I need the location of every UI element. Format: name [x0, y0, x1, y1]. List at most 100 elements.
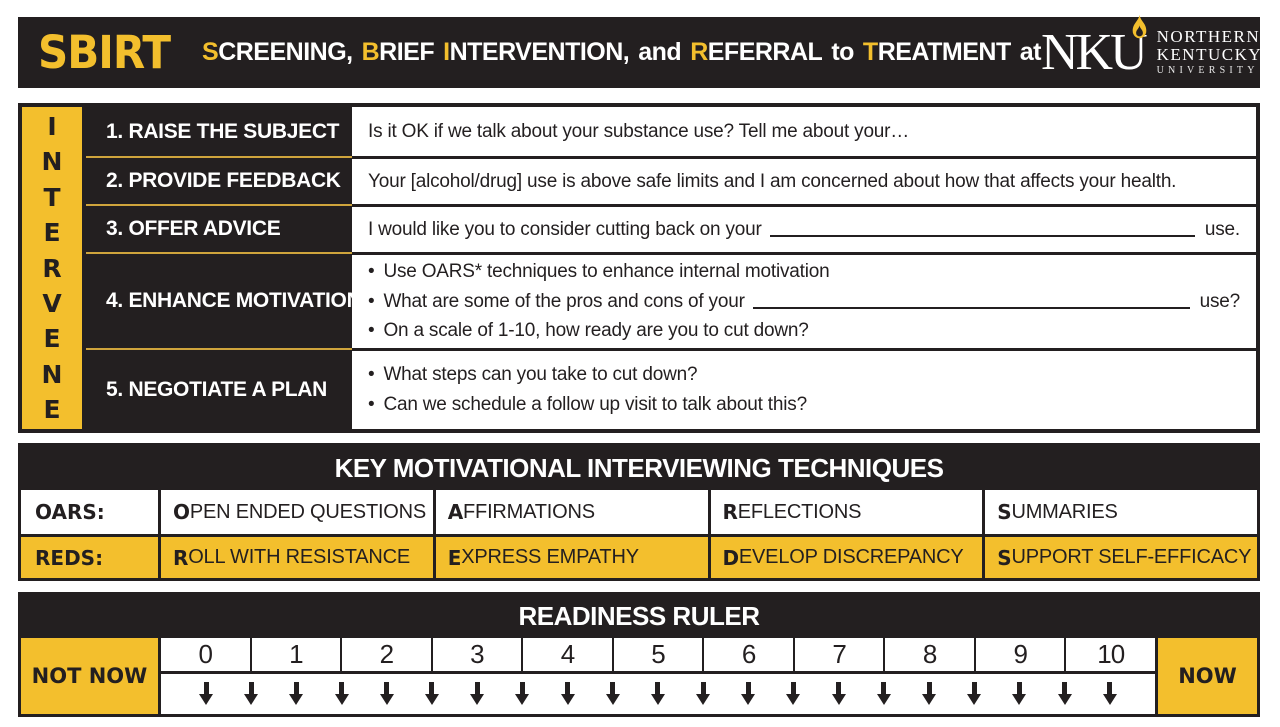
bullet-icon: • — [368, 394, 375, 415]
bullet-line: • What are some of the pros and cons of y… — [368, 290, 1240, 312]
oars-row: OARS: O PEN ENDED QUESTIONS A FFIRMATIONS … — [21, 490, 1257, 534]
sbirt-wordmark: SBIRT — [38, 26, 171, 79]
down-arrow-icon — [379, 682, 394, 706]
ruler-number: 10 — [1064, 638, 1155, 671]
technique-cell: S UPPORT SELF-EFFICACY — [997, 545, 1252, 570]
flame-icon — [1132, 14, 1146, 38]
header-subtitle: SCREENING, BRIEF INTERVENTION, and REFER… — [202, 38, 1041, 67]
step-content: I would like you to consider cutting bac… — [352, 204, 1256, 252]
down-arrow-icon — [741, 682, 756, 706]
script-line: I would like you to consider cutting bac… — [368, 218, 1240, 240]
subtitle-part: TREATMENT — [862, 38, 1011, 66]
ruler-number: 2 — [340, 638, 431, 671]
technique-cell: S UMMARIES — [997, 500, 1118, 524]
down-arrow-icon — [605, 682, 620, 706]
step-label: 2. PROVIDE FEEDBACK — [86, 156, 352, 204]
bullet-line: • Can we schedule a follow up visit to ta… — [368, 394, 807, 415]
ruler-number: 5 — [611, 638, 703, 671]
ruler-body: NOT NOW 0 1 2 3 4 5 6 7 8 9 10 — [21, 638, 1257, 714]
subtitle-part: and — [638, 38, 682, 66]
down-arrow-icon — [470, 682, 485, 706]
ruler-number: 4 — [521, 638, 612, 671]
rail-letter: R — [42, 253, 62, 283]
down-arrow-icon — [515, 682, 530, 706]
down-arrow-icon — [786, 682, 801, 706]
rail-letter: E — [43, 218, 61, 248]
rail-letter: E — [43, 395, 61, 424]
subtitle-part: at — [1019, 38, 1042, 66]
bullet-icon: • — [368, 260, 375, 282]
technique-cell: D EVELOP DISCREPANCY — [711, 537, 986, 578]
down-arrow-icon — [876, 682, 891, 706]
step-row-enhance-motivation: 4. ENHANCE MOTIVATION • Use OARS* techniq… — [86, 252, 1256, 348]
step-row-provide-feedback: 2. PROVIDE FEEDBACK Your [alcohol/drug] … — [86, 156, 1256, 204]
ruler-title: READINESS RULER — [21, 595, 1257, 638]
not-now-label: NOT NOW — [21, 638, 158, 714]
subtitle-part: REFERRAL — [690, 38, 823, 66]
step-label: 1. RAISE THE SUBJECT — [86, 107, 352, 156]
ruler-number: 3 — [430, 638, 522, 671]
ruler-number: 1 — [249, 638, 341, 671]
down-arrow-icon — [1057, 682, 1072, 706]
now-label: NOW — [1158, 638, 1257, 714]
rail-letter: N — [41, 359, 63, 389]
down-arrow-icon — [334, 682, 349, 706]
bullet-icon: • — [368, 364, 375, 386]
bullet-line: • On a scale of 1-10, how ready are you t… — [368, 320, 809, 342]
ruler-number: 7 — [792, 638, 884, 671]
nku-line3: UNIVERSITY — [1156, 65, 1259, 77]
intervene-rows: 1. RAISE THE SUBJECT Is it OK if we talk… — [86, 107, 1256, 429]
step-row-offer-advice: 3. OFFER ADVICE I would like you to cons… — [86, 204, 1256, 252]
technique-cell: O PEN ENDED QUESTIONS — [161, 490, 436, 534]
step-row-negotiate-plan: 5. NEGOTIATE A PLAN • What steps can you … — [86, 348, 1256, 429]
nku-line1: NORTHERN — [1156, 27, 1261, 47]
rail-letter: E — [43, 324, 61, 354]
ruler-number: 9 — [973, 638, 1065, 671]
down-arrow-icon — [289, 682, 304, 706]
header-bar: SBIRT SCREENING, BRIEF INTERVENTION, and… — [18, 14, 1263, 88]
nku-monogram: NKU — [1041, 14, 1148, 79]
script-line: Your [alcohol/drug] use is above safe li… — [368, 170, 1177, 192]
subtitle-part: to — [831, 38, 854, 66]
down-arrow-icon — [424, 682, 439, 706]
ruler-number: 8 — [883, 638, 974, 671]
step-content: • What steps can you take to cut down? • C… — [352, 348, 1256, 429]
down-arrow-icon — [244, 682, 259, 706]
step-content: Your [alcohol/drug] use is above safe li… — [352, 156, 1256, 204]
nku-line2: KENTUCKY — [1156, 45, 1263, 65]
ruler-number: 0 — [198, 639, 213, 669]
bullet-line: • Use OARS* techniques to enhance interna… — [368, 260, 830, 282]
step-content: • Use OARS* techniques to enhance interna… — [352, 252, 1256, 348]
ruler-number: 6 — [702, 638, 793, 671]
techniques-title: KEY MOTIVATIONAL INTERVIEWING TECHNIQUES — [21, 446, 1257, 490]
bullet-line: • What steps can you take to cut down? — [368, 364, 698, 386]
ruler-arrows — [161, 674, 1155, 714]
subtitle-part: BRIEF — [361, 38, 435, 66]
script-line: Is it OK if we talk about your substance… — [368, 120, 910, 142]
down-arrow-icon — [1102, 682, 1117, 706]
step-label: 3. OFFER ADVICE — [86, 204, 352, 252]
rail-letter: T — [43, 182, 61, 212]
intervene-table: I N T E R V E N E 1. RAISE THE SUBJECT I… — [18, 103, 1260, 433]
reds-label: REDS: — [21, 537, 161, 578]
ruler-numbers: 0 1 2 3 4 5 6 7 8 9 10 — [161, 638, 1155, 674]
down-arrow-icon — [696, 682, 711, 706]
techniques-section: KEY MOTIVATIONAL INTERVIEWING TECHNIQUES… — [18, 443, 1260, 581]
reds-row: REDS: R OLL WITH RESISTANCE E XPRESS EMPAT… — [21, 534, 1257, 578]
down-arrow-icon — [831, 682, 846, 706]
fill-in-blank — [752, 307, 1190, 310]
fill-in-blank — [769, 235, 1195, 238]
step-label: 5. NEGOTIATE A PLAN — [86, 348, 352, 429]
rail-letter: I — [47, 112, 57, 141]
nku-logo: NKU NORTHERN KENTUCKY UNIVERSITY — [1041, 14, 1263, 79]
down-arrow-icon — [650, 682, 665, 706]
technique-cell: A FFIRMATIONS — [436, 490, 711, 534]
down-arrow-icon — [199, 682, 213, 706]
bullet-icon: • — [368, 290, 375, 312]
technique-cell: E XPRESS EMPATHY — [436, 537, 711, 578]
readiness-ruler-section: READINESS RULER NOT NOW 0 1 2 3 4 5 6 7 … — [18, 592, 1260, 717]
step-label: 4. ENHANCE MOTIVATION — [86, 252, 362, 348]
down-arrow-icon — [1012, 682, 1027, 706]
nku-wordmark: NORTHERN KENTUCKY UNIVERSITY — [1157, 28, 1263, 76]
